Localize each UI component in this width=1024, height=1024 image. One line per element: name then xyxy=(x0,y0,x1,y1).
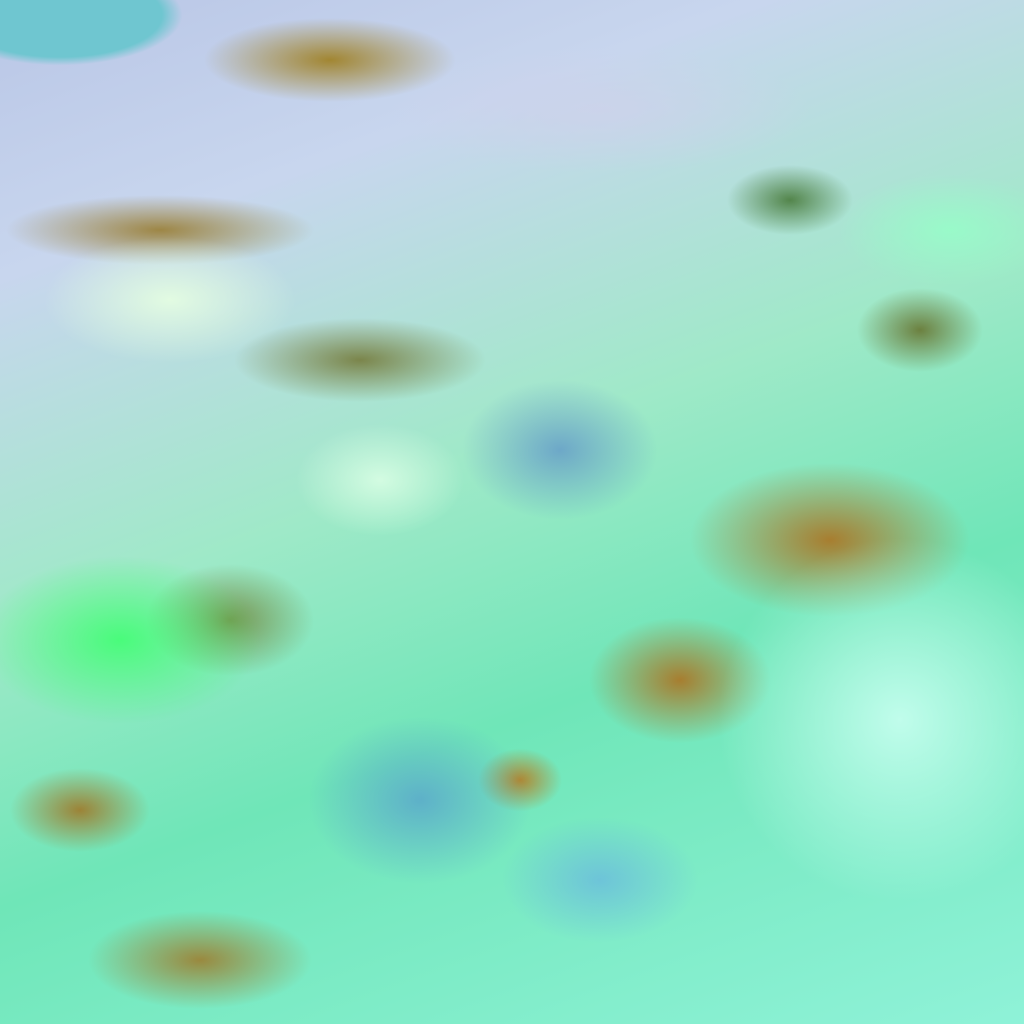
water-body xyxy=(0,0,1024,1024)
satellite-image xyxy=(0,0,1024,1024)
